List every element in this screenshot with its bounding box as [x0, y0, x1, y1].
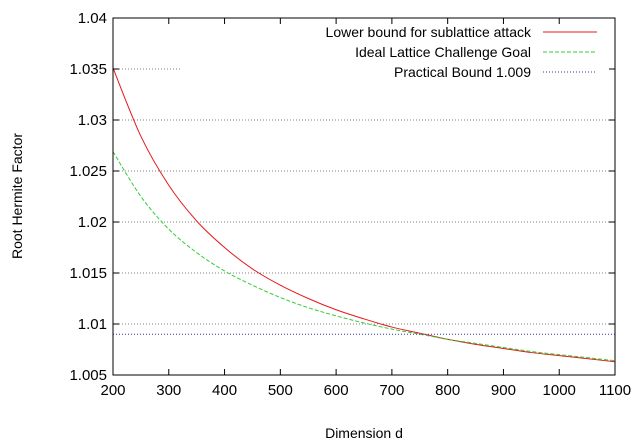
x-tick-label: 200 [100, 382, 125, 399]
x-tick-label: 1100 [599, 382, 631, 399]
legend: Lower bound for sublattice attack Ideal L… [326, 24, 597, 80]
y-tick-label: 1.035 [69, 61, 107, 78]
axis-ticks: 1.005 1.01 1.015 1.02 1.025 1.03 1.035 1.04 200 3… [69, 10, 631, 399]
x-tick-label: 1000 [543, 382, 576, 399]
x-tick-label: 500 [268, 382, 293, 399]
y-tick-label: 1.015 [69, 265, 107, 282]
x-tick-label: 400 [212, 382, 237, 399]
plot-area-frame [112, 17, 616, 376]
y-tick-label: 1.025 [69, 163, 107, 180]
y-tick-label: 1.04 [78, 10, 107, 27]
y-axis-title: Root Hermite Factor [9, 133, 25, 259]
grid-lines [113, 22, 615, 325]
x-axis-title: Dimension d [325, 425, 403, 441]
x-tick-label: 700 [379, 382, 404, 399]
y-tick-label: 1.005 [69, 367, 107, 384]
x-tick-label: 300 [156, 382, 181, 399]
legend-label-lower-bound-for-sublattice-attack: Lower bound for sublattice attack [326, 24, 532, 40]
series-line-lower-bound-for-sublattice-attack [112, 67, 616, 363]
x-tick-label: 900 [491, 382, 516, 399]
legend-label-ideal-lattice-challenge-goal: Ideal Lattice Challenge Goal [355, 44, 531, 60]
legend-background [180, 22, 613, 82]
x-tick-label: 600 [324, 382, 349, 399]
series-lines [112, 67, 616, 363]
y-tick-label: 1.03 [78, 112, 107, 129]
y-tick-label: 1.01 [78, 316, 107, 333]
y-tick-label: 1.02 [78, 214, 107, 231]
x-tick-label: 800 [435, 382, 460, 399]
series-line-ideal-lattice-challenge-goal [112, 151, 616, 362]
legend-label-practical-bound-1-009: Practical Bound 1.009 [394, 64, 531, 80]
